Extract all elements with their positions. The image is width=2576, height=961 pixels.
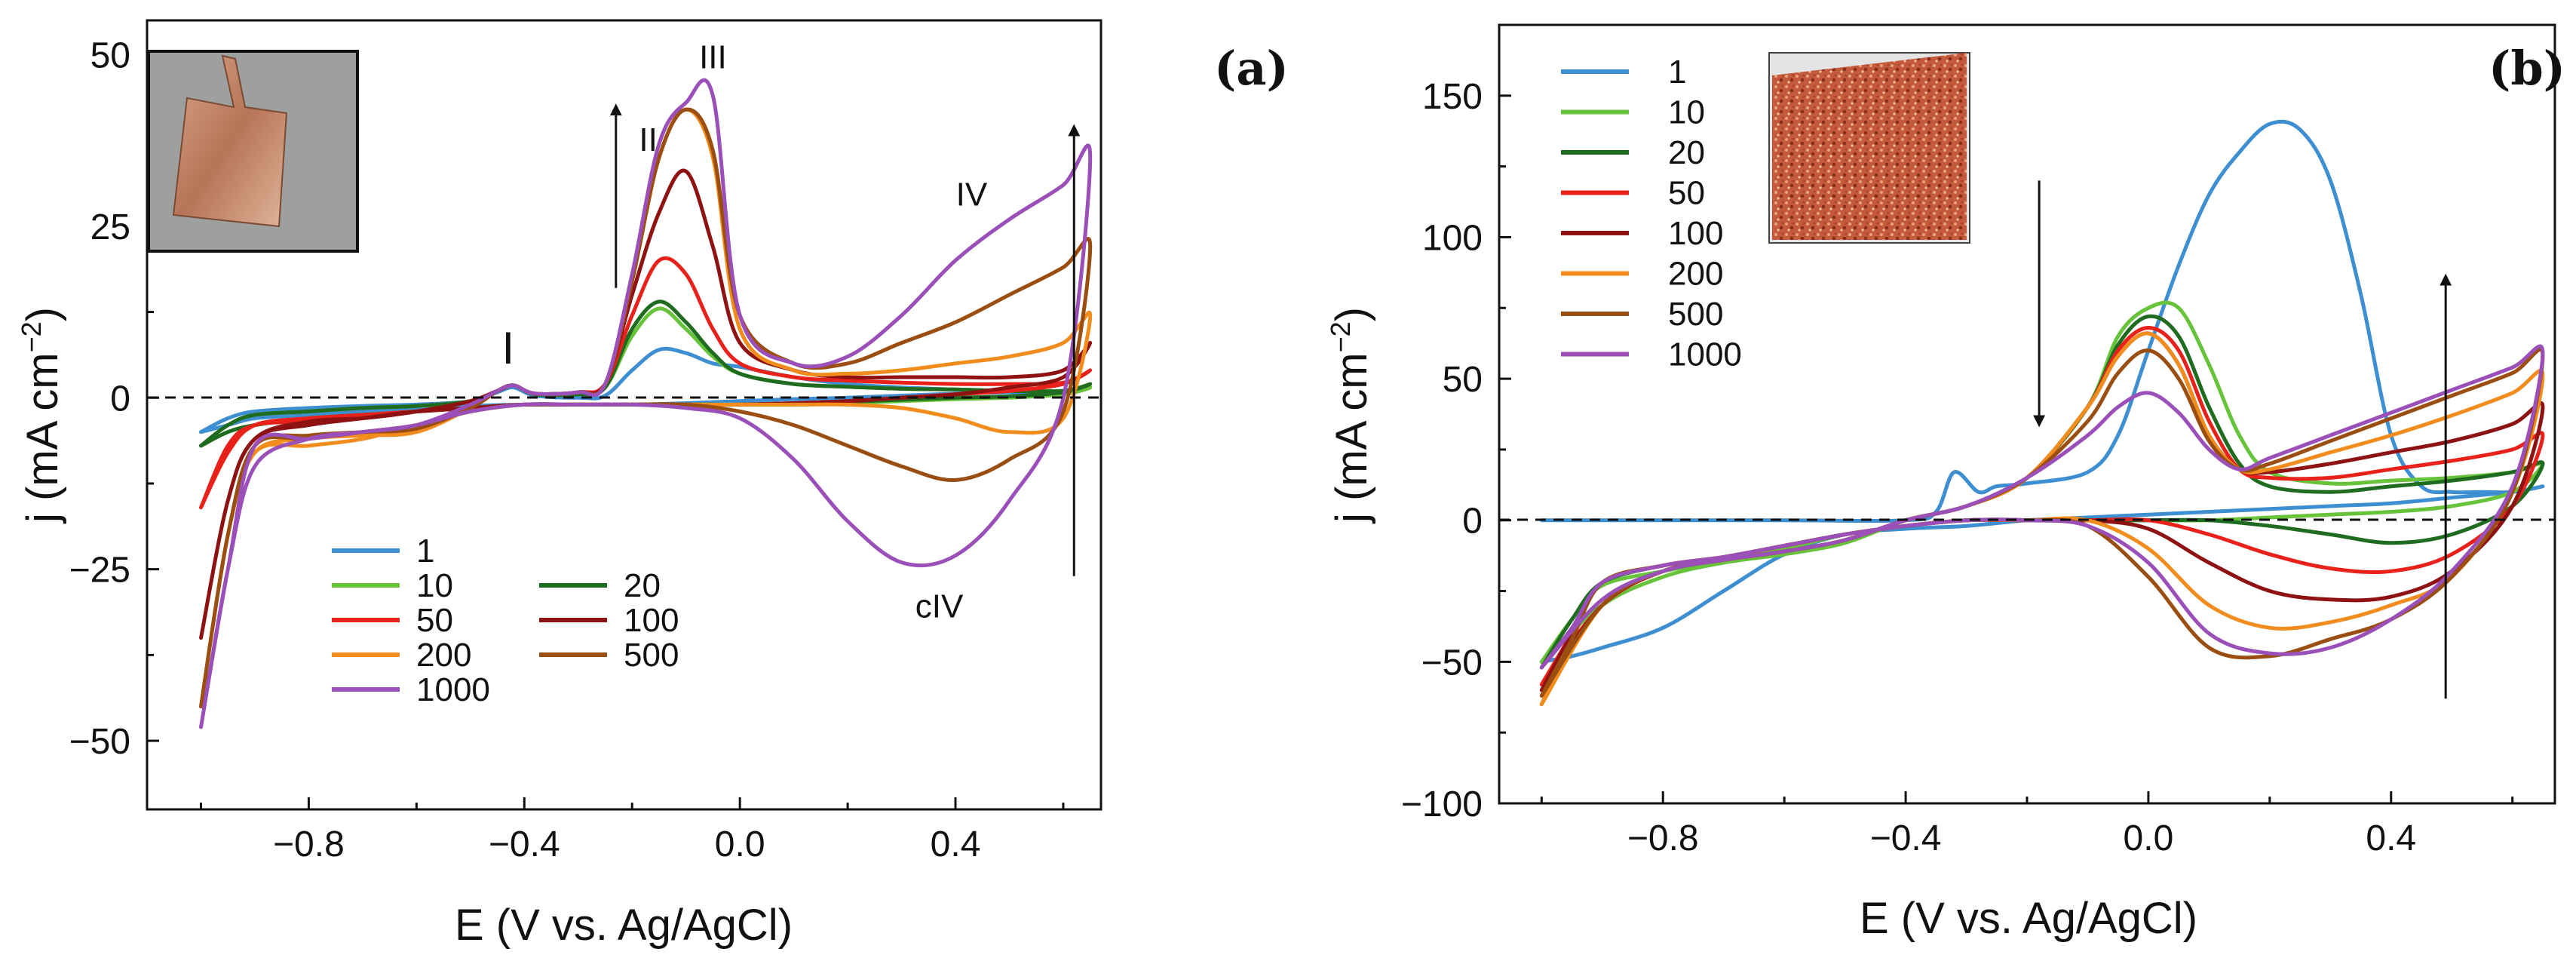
- panel-b-series-50: [1539, 326, 2545, 686]
- panel-a-legend-label-1: 1: [416, 533, 434, 570]
- panel-a-xtick-label: −0.4: [489, 824, 560, 864]
- panel-a-annotation-III: III: [699, 39, 727, 76]
- panel-a-ticks: −0.8 −0.4 0.0 0.4 −50 −25 0 25 50: [69, 35, 1065, 864]
- panel-a-xtick-label: −0.8: [273, 824, 345, 864]
- panel-a-annotation-II: II: [639, 121, 657, 158]
- panel-b-arrows: [2033, 180, 2452, 699]
- panel-a-legend-label-10: 10: [416, 567, 453, 604]
- panel-a-xtick-label: 0.4: [931, 824, 981, 864]
- panel-a-series-1000: [199, 78, 1093, 729]
- panel-a-series: [199, 78, 1093, 729]
- panel-b-series-500: [1539, 347, 2545, 698]
- panel-b-ytick-label: −100: [1401, 784, 1483, 824]
- panel-b-ylabel-end: ): [1327, 307, 1376, 321]
- panel-b-ytick-label: 0: [1462, 502, 1483, 542]
- panel-b-label: (b): [2489, 41, 2565, 96]
- panel-b-legend-label-10: 10: [1668, 94, 1705, 131]
- panel-b-xtick-label: 0.4: [2366, 818, 2416, 858]
- panel-a-ytick-label: 50: [90, 35, 130, 75]
- panel-b-xlabel: E (V vs. Ag/AgCl): [1860, 894, 2197, 943]
- panel-a-ytick-label: 25: [90, 207, 130, 247]
- panel-b-series-1: [1539, 119, 2545, 664]
- panel-a-legend-label-200: 200: [416, 637, 471, 674]
- panel-a-arrows: [609, 103, 1081, 576]
- panel-a-ytick-label: −25: [69, 551, 130, 591]
- panel-b-ytick-label: −50: [1421, 643, 1483, 683]
- panel-a-axes-frame: [146, 19, 1102, 811]
- panel-b-legend-label-500: 500: [1668, 296, 1723, 333]
- panel-a-legend-label-20: 20: [624, 567, 661, 604]
- panel-a-legend-label-1000: 1000: [416, 671, 490, 708]
- panel-b-ylabel: j (mA cm−2): [1325, 307, 1376, 524]
- panel-a-ylabel-sup: −2: [16, 321, 47, 352]
- panel-b-legend-label-1: 1: [1668, 54, 1686, 91]
- panel-b-xtick-label: 0.0: [2124, 818, 2174, 858]
- panel-b-axes-frame: [1498, 23, 2556, 805]
- panel-b-ylabel-sup: −2: [1325, 321, 1356, 352]
- panel-b-xtick-label: −0.4: [1870, 818, 1942, 858]
- panel-a-xlabel: E (V vs. Ag/AgCl): [455, 901, 793, 950]
- panel-b-series-1000: [1539, 344, 2545, 670]
- panel-a-ytick-label: −50: [69, 722, 130, 762]
- panel-a-legend-label-50: 50: [416, 602, 453, 639]
- panel-b-legend-label-100: 100: [1668, 215, 1723, 252]
- panel-a-xtick-label: 0.0: [715, 824, 765, 864]
- panel-b-legend-label-200: 200: [1668, 256, 1723, 293]
- panel-b-inset-photo: [1768, 52, 1970, 244]
- panel-b-legend-label-50: 50: [1668, 175, 1705, 212]
- panel-b-legend-label-1000: 1000: [1668, 336, 1742, 373]
- panel-a-series-50: [199, 256, 1093, 510]
- panel-a-inset-photo: [147, 50, 359, 253]
- panel-a-annotation-cIV: cIV: [915, 588, 964, 625]
- panel-a-ylabel: j (mA cm−2): [16, 307, 67, 524]
- panel-b-xtick-label: −0.8: [1627, 818, 1699, 858]
- panel-a-legend-label-500: 500: [624, 637, 679, 674]
- panel-b-ytick-label: 100: [1422, 218, 1483, 258]
- panel-b-ylabel-main: j (mA cm: [1327, 352, 1376, 524]
- panel-a-annotation-I: I: [502, 323, 515, 373]
- panel-a-ylabel-end: ): [18, 307, 67, 321]
- panel-a-ylabel-main: j (mA cm: [18, 352, 67, 524]
- panel-a-annotation-IV: IV: [956, 177, 988, 213]
- panel-a-ytick-label: 0: [110, 379, 130, 419]
- panel-a-label: (a): [1214, 41, 1289, 96]
- panel-b-legend-label-20: 20: [1668, 134, 1705, 171]
- panel-b-ytick-label: 50: [1443, 360, 1483, 400]
- panel-a-legend-label-100: 100: [624, 602, 679, 639]
- panel-b-ytick-label: 150: [1422, 77, 1483, 117]
